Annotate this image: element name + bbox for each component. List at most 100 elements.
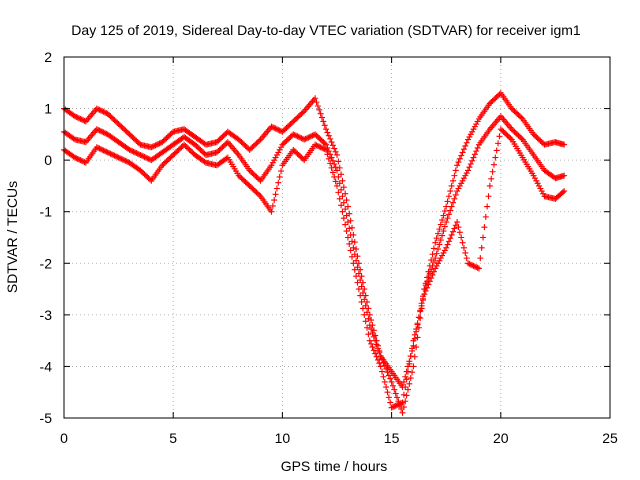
data-point [462,249,469,256]
data-point [217,145,224,152]
data-point [355,286,362,293]
data-point [317,136,324,143]
data-point [460,244,467,251]
data-point [413,344,420,351]
data-point [187,148,194,155]
data-point [474,118,481,125]
data-point [280,127,287,134]
data-point [361,286,368,293]
data-point [445,211,452,218]
series-1 [61,90,568,416]
data-point [372,350,379,357]
data-point [241,177,248,184]
data-point [402,373,409,380]
data-point [282,126,289,133]
y-tick-label: 2 [44,49,52,65]
data-point [182,142,189,149]
data-point [166,155,173,162]
data-point [146,176,153,183]
data-point [500,128,507,135]
data-point [501,130,508,137]
data-point [108,151,115,158]
y-tick-label: -5 [40,410,53,426]
data-point [439,217,446,224]
data-point [376,349,383,356]
x-tick-label: 20 [493,430,509,446]
data-point [466,260,473,267]
data-point [480,234,487,241]
data-point [294,150,301,157]
data-point [358,273,365,280]
data-point [194,144,201,151]
data-point [268,123,275,130]
data-point [321,146,328,153]
y-axis-label: SDTVAR / TECUs [4,181,20,293]
data-point [406,360,413,367]
data-point [538,188,545,195]
data-point [213,149,220,156]
data-point [387,375,394,382]
data-point [219,133,226,140]
data-point [561,141,568,148]
data-point [171,150,178,157]
data-point [516,133,523,140]
data-point [407,353,414,360]
data-point [512,130,519,137]
data-point [492,95,499,102]
data-point [335,189,342,196]
data-point [142,154,149,161]
data-point [440,212,447,219]
data-point [369,344,376,351]
data-point [515,112,522,119]
data-point [275,126,282,133]
data-point [404,386,411,393]
data-point [220,132,227,139]
data-point [439,232,446,239]
data-point [112,153,119,160]
data-point [164,133,171,140]
data-point [93,105,100,112]
data-point [301,136,308,143]
data-point [328,164,335,171]
data-point [107,113,114,120]
data-point [312,141,319,148]
data-point [152,142,159,149]
data-point [116,155,123,162]
data-point [167,154,174,161]
data-point [249,185,256,192]
data-point [73,155,80,162]
data-point [346,240,353,247]
data-point [462,142,469,149]
data-point [248,184,255,191]
data-point [145,175,152,182]
data-point [193,142,200,149]
data-point [215,137,222,144]
data-point [238,139,245,146]
data-point [216,136,223,143]
data-point [372,332,379,339]
chart-title: Day 125 of 2019, Sidereal Day-to-day VTE… [71,22,581,38]
data-point [101,130,108,137]
data-point [141,171,148,178]
data-point [459,239,466,246]
data-point [148,144,155,151]
data-point [111,117,118,124]
data-point [484,203,491,210]
data-point [443,244,450,251]
data-point [381,378,388,385]
data-point [137,151,144,158]
data-point [271,197,278,204]
data-point [474,144,481,151]
data-point [385,372,392,379]
data-point [70,135,77,142]
data-point [324,151,331,158]
data-point [186,146,193,153]
data-point [362,292,369,299]
data-point [269,159,276,166]
data-point [447,188,454,195]
data-point [252,141,259,148]
data-point [530,131,537,138]
axis-ticks: 0 5 10 15 20 25 -5 -4 -3 -2 -1 0 1 2 [40,49,618,446]
data-point [250,142,257,149]
